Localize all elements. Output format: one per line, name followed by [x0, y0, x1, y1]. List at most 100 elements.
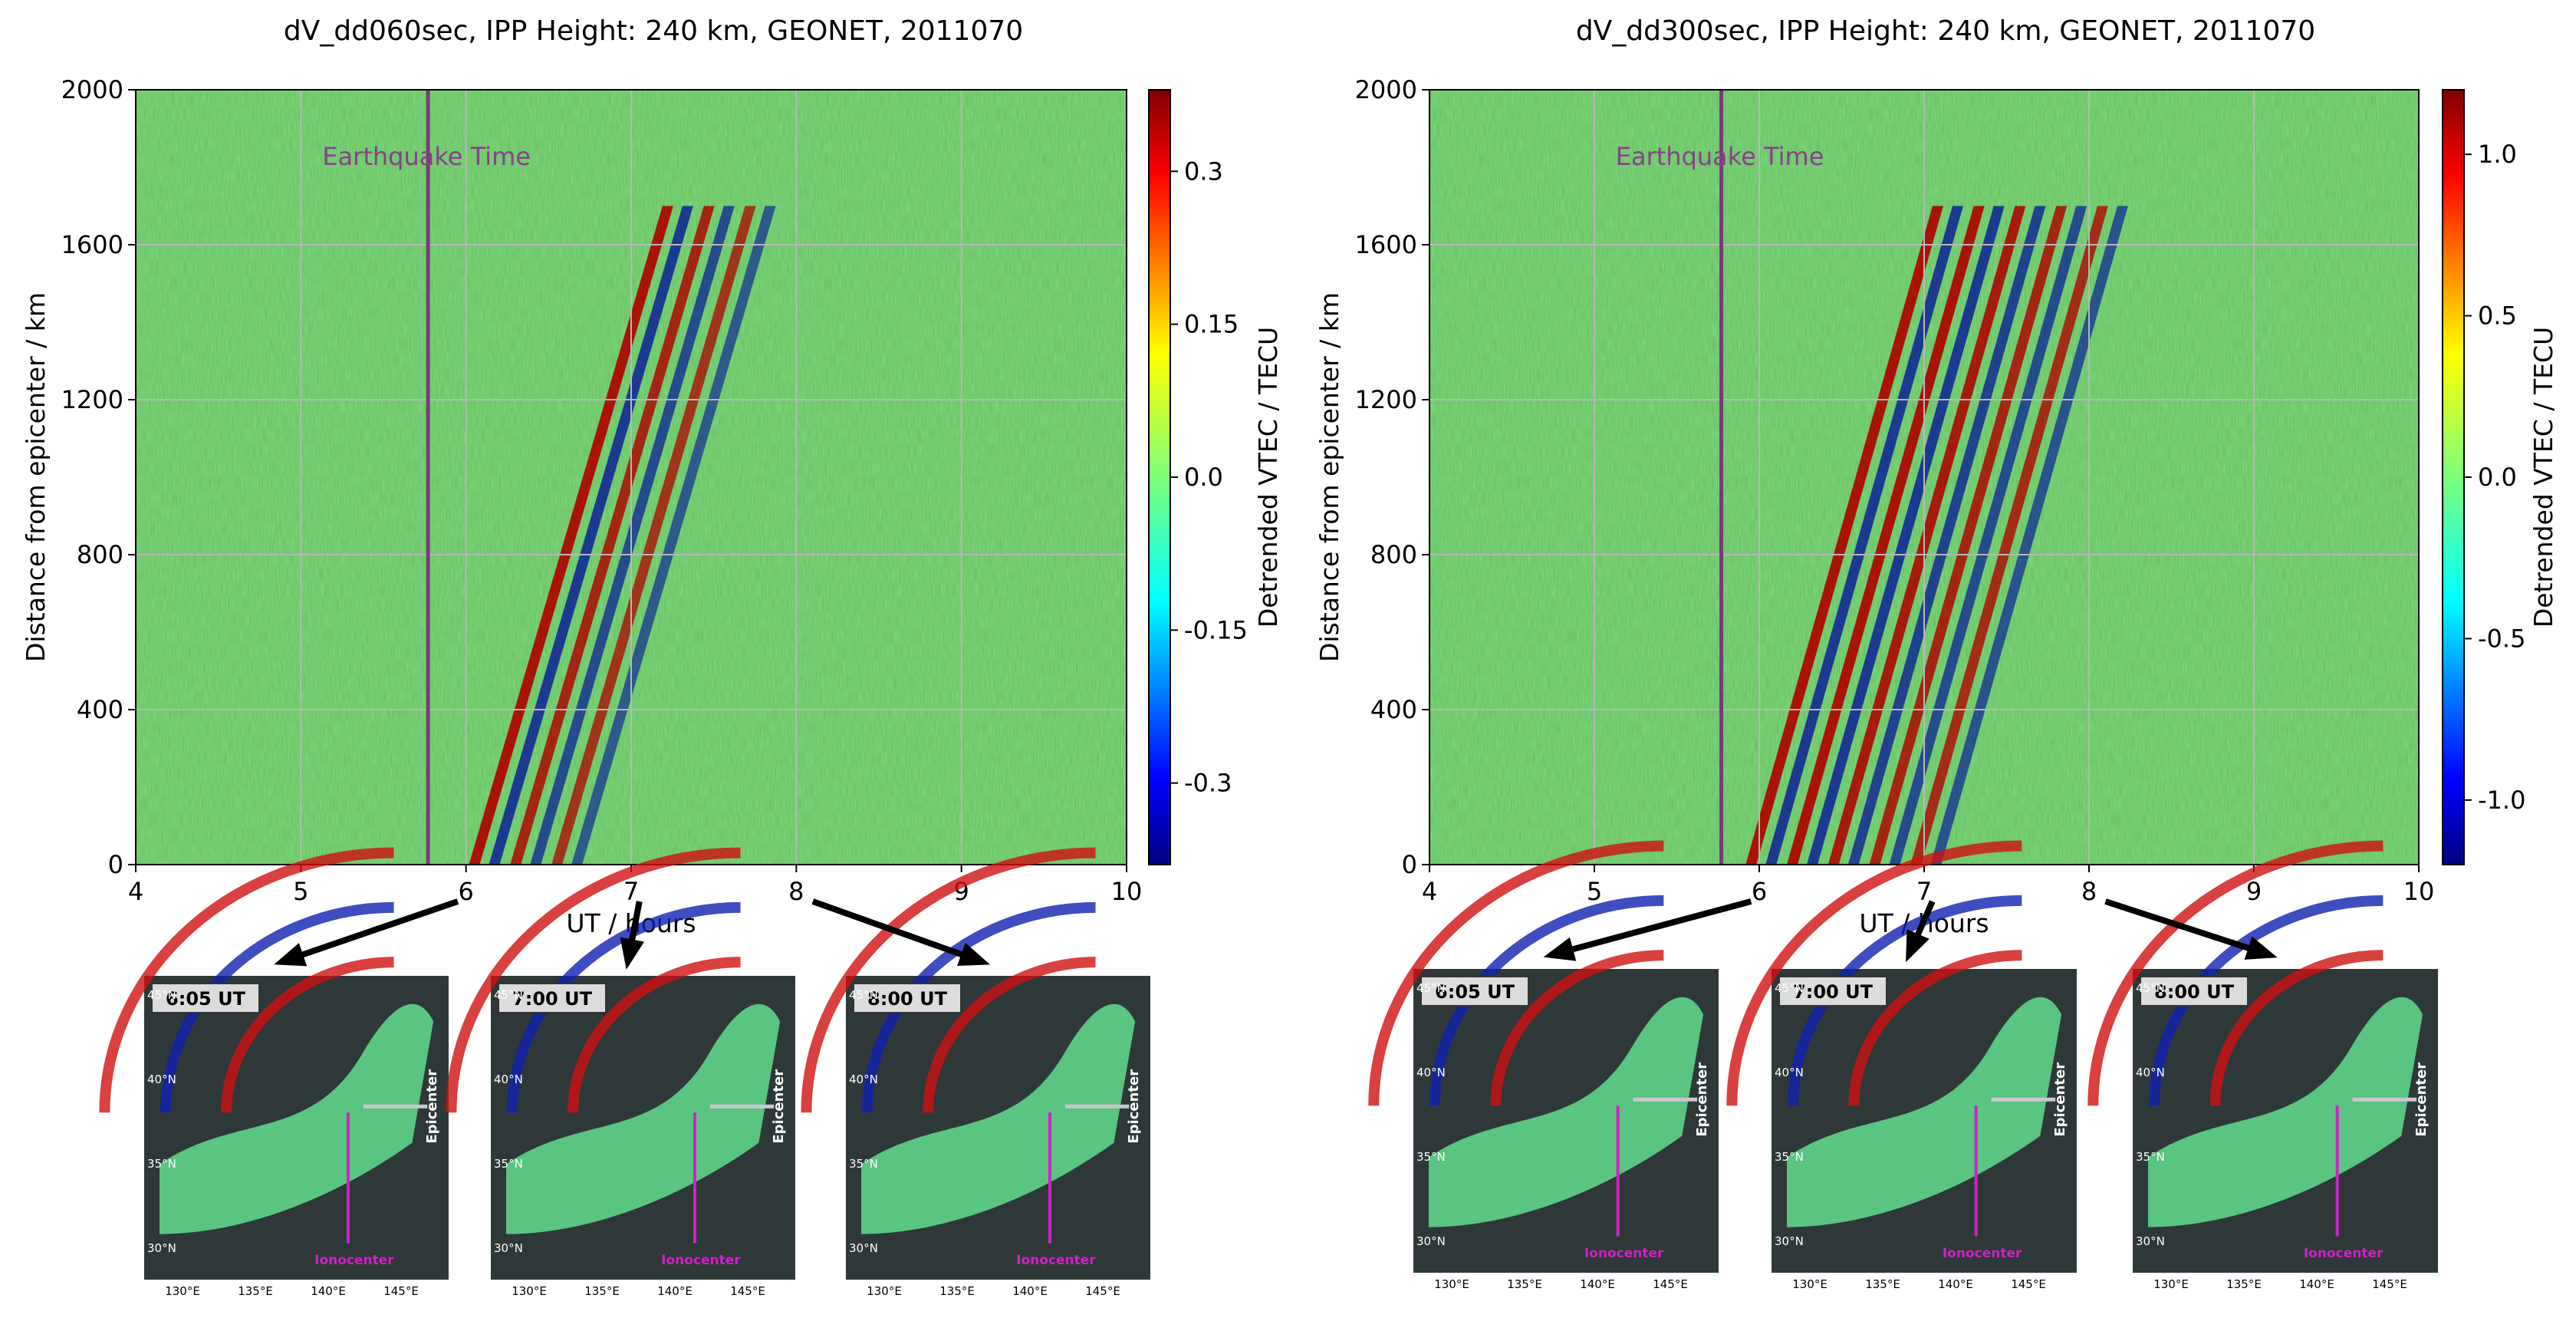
epicenter-label: Epicenter: [1126, 1069, 1142, 1144]
longitude-label: 145°E: [2372, 1277, 2407, 1291]
time-badge: [151, 983, 260, 1013]
latitude-label: 45°N: [2136, 981, 2165, 995]
colorbar: 0.3 0.15 0.0 -0.15 -0.3 Detrended VTEC / TEC…: [1148, 89, 1283, 865]
epicenter-label: Epicenter: [771, 1069, 787, 1144]
y-tick-label: 1200: [1355, 385, 1417, 414]
ionocenter-label: Ionocenter: [1016, 1253, 1096, 1268]
tid-wavefront: [2209, 950, 2384, 1106]
longitude-label: 145°E: [2011, 1277, 2046, 1291]
tid-wavefront: [221, 957, 394, 1113]
y-tick-label: 0: [1402, 850, 1417, 879]
chart-title: dV_dd300sec, IPP Height: 240 km, GEONET,…: [1576, 15, 2315, 47]
colorbar-label: Detrended VTEC / TECU: [1253, 327, 1283, 628]
colorbar: 1.0 0.5 0.0 -0.5 -1.0 Detrended VTEC / TECU: [2442, 89, 2558, 865]
plot-area: Earthquake Time: [1429, 89, 2420, 865]
time-badge-label: 6:05 UT: [166, 988, 246, 1010]
colorbar-tick-label: 0.0: [1184, 463, 1223, 492]
longitude-label: 140°E: [657, 1284, 693, 1298]
time-badge: [498, 983, 607, 1013]
callout-arrow: [280, 898, 459, 965]
callout-arrow: [811, 898, 984, 965]
plot-area: Earthquake Time: [135, 89, 1127, 865]
tid-wavefront: [506, 901, 741, 1113]
tid-wavefront: [99, 847, 394, 1113]
longitude-label: 145°E: [730, 1284, 765, 1298]
x-tick-label: 7: [623, 877, 639, 906]
y-tick-label: 400: [1370, 695, 1417, 724]
x-tick-label: 9: [2246, 877, 2262, 906]
longitude-label: 140°E: [1012, 1284, 1048, 1298]
tid-wavefront: [1848, 950, 2022, 1106]
y-tick-label: 800: [77, 540, 123, 569]
tid-wavefront: [568, 957, 741, 1113]
latitude-label: 30°N: [1416, 1234, 1446, 1248]
tid-wavefront: [1368, 840, 1664, 1106]
callout-arrowhead: [620, 937, 645, 970]
longitude-label: 145°E: [1653, 1277, 1688, 1291]
ionocenter-label: Ionocenter: [314, 1253, 394, 1268]
longitude-label: 130°E: [165, 1284, 200, 1298]
callout-arrowhead: [957, 942, 991, 967]
longitude-label: 130°E: [2153, 1277, 2189, 1291]
y-tick-label: 0: [108, 850, 123, 879]
tid-wavefront: [1726, 840, 2022, 1106]
ionocenter-label: Ionocenter: [661, 1253, 741, 1268]
longitude-label: 135°E: [238, 1284, 273, 1298]
time-badge: [2140, 976, 2249, 1007]
x-tick-label: 5: [1587, 877, 1602, 906]
time-badge: [1778, 976, 1887, 1007]
latitude-label: 45°N: [1416, 981, 1446, 995]
longitude-label: 140°E: [2299, 1277, 2334, 1291]
x-tick-label: 8: [2081, 877, 2097, 906]
longitude-label: 140°E: [311, 1284, 346, 1298]
colorbar-tick-label: 1.0: [2478, 140, 2517, 169]
y-axis-label: Distance from epicenter / km: [21, 292, 51, 662]
japan-landmass: [506, 1003, 781, 1234]
ionocenter-label: Ionocenter: [2304, 1246, 2384, 1261]
japan-landmass: [160, 1003, 434, 1234]
latitude-label: 45°N: [849, 988, 878, 1002]
latitude-label: 40°N: [1775, 1066, 1804, 1079]
y-tick-label: 1600: [61, 230, 123, 259]
longitude-label: 130°E: [1434, 1277, 1469, 1291]
tid-wavefront: [923, 957, 1096, 1113]
chart-title: dV_dd060sec, IPP Height: 240 km, GEONET,…: [284, 15, 1023, 47]
y-tick-label: 400: [77, 695, 123, 724]
latitude-label: 40°N: [2136, 1066, 2165, 1079]
colorbar-label: Detrended VTEC / TECU: [2528, 327, 2558, 628]
panel-left: dV_dd060sec, IPP Height: 240 km, GEONET,…: [21, 15, 1283, 1298]
time-badge-label: 8:00 UT: [2154, 981, 2235, 1003]
time-badge: [853, 983, 962, 1013]
longitude-label: 140°E: [1580, 1277, 1615, 1291]
colorbar-tick-label: 0.15: [1184, 310, 1239, 339]
japan-landmass: [861, 1003, 1136, 1234]
colorbar-ticks: 0.3 0.15 0.0 -0.15 -0.3: [1170, 157, 1248, 798]
time-badge-label: 6:05 UT: [1435, 981, 1515, 1003]
ionocenter-label: Ionocenter: [1584, 1246, 1664, 1261]
tid-wavefront: [446, 847, 741, 1113]
colorbar-tick-label: -0.5: [2478, 624, 2525, 653]
longitude-label: 135°E: [2226, 1277, 2262, 1291]
x-tick-label: 5: [293, 877, 308, 906]
time-badge-label: 7:00 UT: [1793, 981, 1874, 1003]
epicenter-label: Epicenter: [2413, 1063, 2430, 1137]
latitude-label: 30°N: [147, 1241, 176, 1255]
y-tick-label: 1600: [1355, 230, 1417, 259]
longitude-label: 130°E: [867, 1284, 902, 1298]
ionocenter-label: Ionocenter: [1943, 1246, 2022, 1261]
latitude-label: 45°N: [147, 988, 176, 1002]
longitude-label: 145°E: [1085, 1284, 1120, 1298]
tid-wavefront: [861, 901, 1096, 1113]
epicenter-label: Epicenter: [424, 1069, 440, 1144]
latitude-label: 30°N: [2136, 1234, 2165, 1248]
longitude-label: 145°E: [383, 1284, 419, 1298]
latitude-label: 35°N: [1775, 1150, 1804, 1164]
tid-wavefront: [2148, 895, 2384, 1106]
x-tick-label: 10: [2403, 877, 2435, 906]
earthquake-time-label: Earthquake Time: [1616, 142, 1824, 171]
x-tick-label: 6: [1752, 877, 1767, 906]
y-tick-label: 1200: [61, 385, 123, 414]
colorbar-tick-label: -1.0: [2478, 786, 2525, 815]
